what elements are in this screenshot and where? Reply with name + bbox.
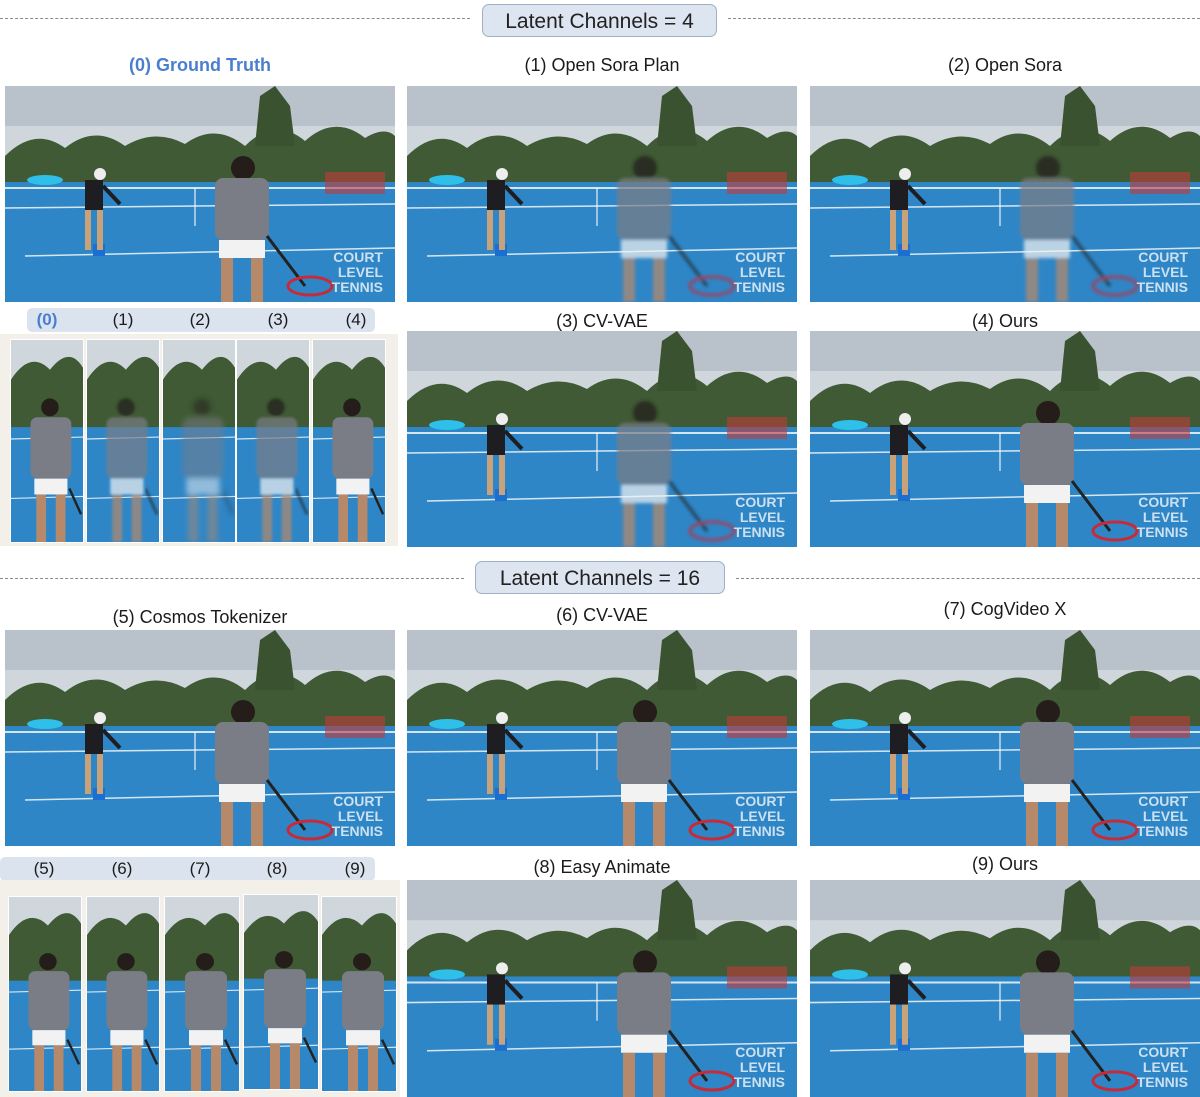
frame-easy-animate: COURT LEVEL TENNIS: [407, 880, 797, 1097]
svg-text:TENNIS: TENNIS: [332, 279, 383, 295]
svg-text:TENNIS: TENNIS: [1137, 823, 1188, 839]
svg-text:COURT: COURT: [1138, 494, 1188, 510]
svg-text:COURT: COURT: [1138, 1044, 1188, 1060]
svg-text:COURT: COURT: [333, 249, 383, 265]
svg-text:LEVEL: LEVEL: [740, 808, 786, 824]
frame-open-sora-plan: COURT LEVEL TENNIS: [407, 86, 797, 302]
crop-7: [164, 896, 240, 1092]
crop-label-0: (0): [36, 310, 58, 329]
crop-4: [312, 339, 386, 543]
caption-cosmos-tokenizer: (5) Cosmos Tokenizer: [112, 607, 288, 627]
crop-5: [8, 896, 82, 1092]
frame-ours-4: COURT LEVEL TENNIS: [810, 331, 1200, 547]
svg-text:COURT: COURT: [1138, 793, 1188, 809]
caption-easy-animate: (8) Easy Animate: [533, 857, 671, 877]
svg-text:LEVEL: LEVEL: [1143, 509, 1189, 525]
crop-label-bar-top: (0) (1) (2) (3) (4): [27, 308, 375, 332]
svg-text:TENNIS: TENNIS: [1137, 1074, 1188, 1090]
crop-panel-top: [0, 334, 398, 546]
svg-text:TENNIS: TENNIS: [734, 1074, 785, 1090]
svg-text:COURT: COURT: [333, 793, 383, 809]
svg-text:TENNIS: TENNIS: [332, 823, 383, 839]
crop-label-2: (2): [189, 310, 211, 329]
section-divider-left-2: [0, 578, 464, 579]
svg-text:COURT: COURT: [735, 793, 785, 809]
crop-label-7: (7): [189, 859, 211, 878]
crop-panel-bottom: [0, 880, 400, 1097]
svg-text:COURT: COURT: [1138, 249, 1188, 265]
crop-label-5: (5): [33, 859, 55, 878]
frame-ground-truth: COURT LEVEL TENNIS: [5, 86, 395, 302]
svg-text:TENNIS: TENNIS: [734, 823, 785, 839]
svg-text:COURT: COURT: [735, 494, 785, 510]
frame-ours-16: COURT LEVEL TENNIS: [810, 880, 1200, 1097]
section-divider-right-2: [736, 578, 1200, 579]
svg-text:TENNIS: TENNIS: [734, 279, 785, 295]
crop-label-3: (3): [267, 310, 289, 329]
svg-text:LEVEL: LEVEL: [1143, 1059, 1189, 1075]
caption-ground-truth: (0) Ground Truth: [129, 55, 271, 75]
frame-open-sora: COURT LEVEL TENNIS: [810, 86, 1200, 302]
svg-text:TENNIS: TENNIS: [1137, 524, 1188, 540]
caption-cogvideo-x: (7) CogVideo X: [943, 599, 1067, 619]
svg-text:LEVEL: LEVEL: [740, 264, 786, 280]
crop-9: [321, 896, 397, 1092]
caption-cv-vae-16: (6) CV-VAE: [556, 605, 648, 625]
svg-text:LEVEL: LEVEL: [338, 808, 384, 824]
crop-6: [86, 896, 160, 1092]
svg-text:LEVEL: LEVEL: [740, 509, 786, 525]
svg-text:TENNIS: TENNIS: [734, 524, 785, 540]
crop-8: [243, 894, 319, 1090]
frame-cv-vae-16: COURT LEVEL TENNIS: [407, 630, 797, 846]
crop-label-1: (1): [112, 310, 134, 329]
section-divider-left: [0, 18, 470, 19]
caption-open-sora: (2) Open Sora: [947, 55, 1063, 75]
section-badge-4: Latent Channels = 4: [482, 4, 717, 37]
crop-label-4: (4): [345, 310, 367, 329]
crop-1: [86, 339, 160, 543]
svg-text:LEVEL: LEVEL: [740, 1059, 786, 1075]
caption-ours-4: (4) Ours: [971, 311, 1038, 331]
crop-label-9: (9): [344, 859, 366, 878]
frame-cosmos-tokenizer: COURT LEVEL TENNIS: [5, 630, 395, 846]
crop-0: [10, 339, 84, 543]
frame-cogvideo-x: COURT LEVEL TENNIS: [810, 630, 1200, 846]
section-divider-right: [728, 18, 1200, 19]
svg-text:LEVEL: LEVEL: [338, 264, 384, 280]
svg-text:COURT: COURT: [735, 249, 785, 265]
svg-text:LEVEL: LEVEL: [1143, 808, 1189, 824]
crop-label-bar-bottom: (5) (6) (7) (8) (9): [0, 857, 375, 881]
section-badge-16: Latent Channels = 16: [475, 561, 725, 594]
crop-label-6: (6): [111, 859, 133, 878]
caption-open-sora-plan: (1) Open Sora Plan: [524, 55, 680, 75]
crop-label-8: (8): [266, 859, 288, 878]
caption-cv-vae-4: (3) CV-VAE: [556, 311, 648, 331]
frame-cv-vae-4: COURT LEVEL TENNIS: [407, 331, 797, 547]
svg-text:TENNIS: TENNIS: [1137, 279, 1188, 295]
svg-text:COURT: COURT: [735, 1044, 785, 1060]
crop-2: [162, 339, 236, 543]
crop-3: [236, 339, 310, 543]
caption-ours-16: (9) Ours: [971, 854, 1038, 874]
svg-text:LEVEL: LEVEL: [1143, 264, 1189, 280]
